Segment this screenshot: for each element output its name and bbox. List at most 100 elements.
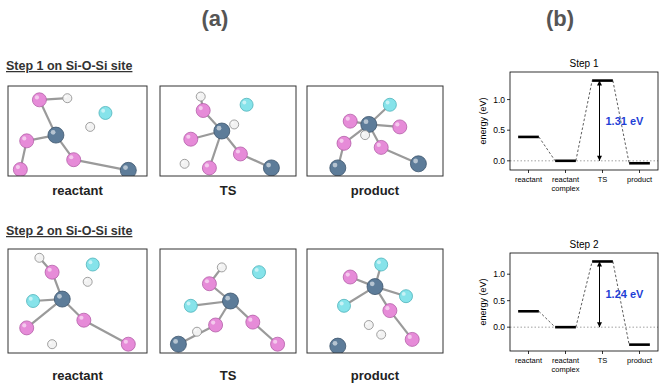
structure-image [307,86,443,176]
bond [84,320,128,344]
reference-line [510,160,658,161]
atom [35,253,44,262]
annotation: 1.24 eV [606,288,645,300]
atom-highlight [395,122,399,126]
x-tick-label-line: reactant [552,175,580,184]
x-tick-label: TS [598,175,608,184]
x-tick-label-line: complex [552,184,580,193]
image-frame [160,86,296,176]
atom-highlight [377,143,381,147]
chart-title: Step 2 [570,239,599,250]
y-tick [507,327,510,328]
x-tick [565,170,566,173]
energy-level [629,343,650,346]
atom-highlight [194,329,197,332]
atom [27,295,40,308]
atom [233,147,247,161]
plot-frame [510,253,658,351]
x-tick-label-line: reactant [515,356,543,365]
image-label: product [351,183,400,198]
atom [184,132,198,146]
x-tick-label-line: TS [598,175,608,184]
atom-highlight [366,322,369,325]
atom [271,337,285,351]
x-tick-label-line: product [627,175,653,184]
atom-highlight [346,272,350,276]
atom-highlight [48,268,52,272]
atom-highlight [211,320,215,324]
reference-line [510,327,658,328]
x-tick-label: product [627,356,653,365]
atom [45,265,59,279]
atom-highlight [386,101,390,105]
atom-highlight [22,136,26,140]
y-axis-label: energy (eV) [478,97,488,144]
atom [32,93,46,107]
arrow-head [597,156,602,161]
y-tick-label: 0.5 [493,296,505,306]
atom [377,330,386,339]
atom-highlight [182,161,185,164]
energy-level [592,260,613,263]
atoms [170,263,284,352]
image-label: TS [220,183,237,198]
atom-highlight [57,294,62,299]
atom-highlight [266,163,271,168]
atom [383,98,396,111]
atom [338,299,351,312]
atoms [330,258,419,353]
atom-highlight [248,318,252,322]
connector [539,311,555,327]
atom-highlight [370,281,375,286]
atom [343,114,357,128]
atom [54,291,70,307]
atom-highlight [123,165,128,170]
atom-highlight [187,302,191,306]
energy-level [629,162,650,165]
plot-area [510,261,658,344]
atoms [13,93,136,176]
barrier-arrow [597,81,602,161]
atom [20,134,34,148]
x-tick-label: reactantcomplex [552,175,580,193]
y-tick-label: 0.0 [493,156,505,166]
atom-highlight [255,268,259,272]
atom-highlight [362,132,365,135]
atom-highlight [231,122,234,125]
arrow-shaft [599,261,600,327]
atom-highlight [89,260,93,264]
atom [343,270,357,284]
atom [120,162,136,176]
image-frame [8,249,147,353]
atom [20,321,34,335]
row-title: Step 2 on Si-O-Si site [6,224,132,238]
image-label: product [351,368,400,383]
atom-highlight [217,126,222,131]
atom-highlight [364,119,369,124]
atom-highlight [339,139,343,143]
atom-highlight [85,279,88,282]
atom-highlight [413,159,418,164]
atom [196,104,210,118]
x-tick-label: reactant [515,356,543,365]
atom [202,277,216,291]
atom [374,140,388,154]
atom [364,321,373,330]
atom-highlight [378,332,381,335]
atom [361,116,377,132]
energy-level [592,79,613,82]
atom [375,258,388,271]
atom [86,122,95,131]
atom [48,340,57,349]
image-label: reactant [52,183,103,198]
atom [410,156,426,172]
x-tick-label-line: product [627,356,653,365]
atom [202,161,216,175]
atom-highlight [101,109,105,113]
y-tick-label: 0.5 [493,125,505,135]
x-tick-label-line: complex [552,365,580,374]
atom-highlight [225,296,230,301]
structure-image [160,86,296,176]
atom-highlight [64,95,67,98]
atom [193,327,202,336]
